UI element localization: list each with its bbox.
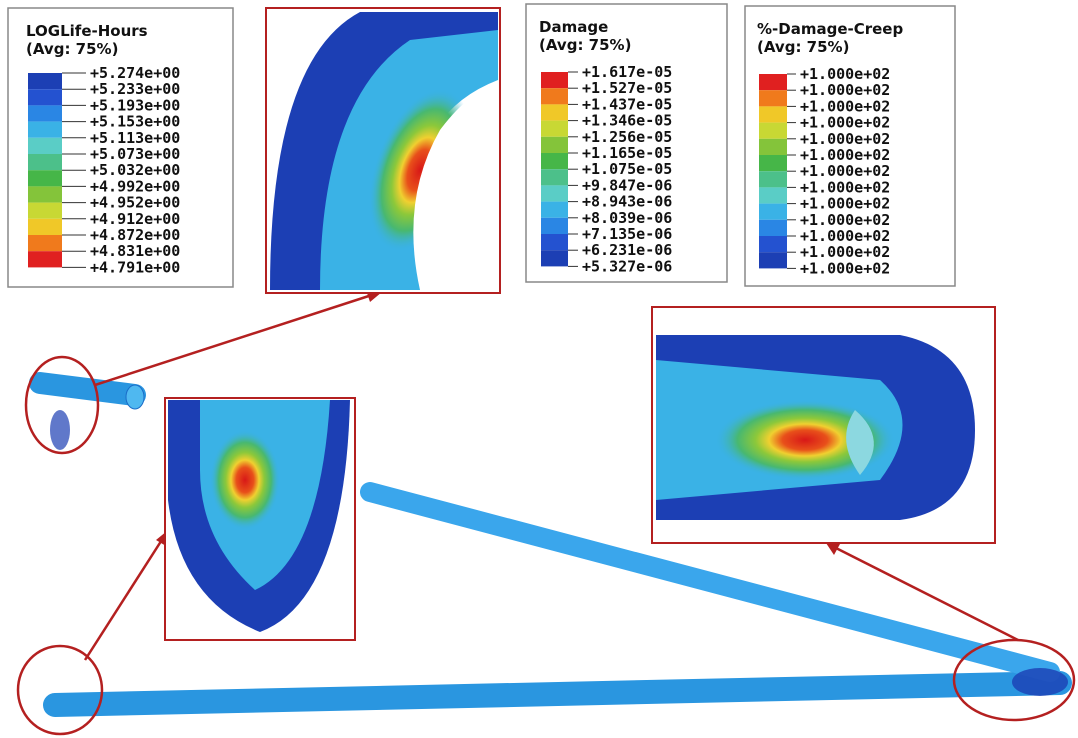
color-swatch <box>759 171 787 187</box>
legend-title: Damage <box>539 18 608 36</box>
figure: LOGLife-Hours(Avg: 75%)+5.274e+00+5.233e… <box>0 0 1078 738</box>
color-swatch <box>759 106 787 122</box>
color-swatch <box>759 187 787 203</box>
legend-subtitle: (Avg: 75%) <box>539 36 631 54</box>
legend: LOGLife-Hours(Avg: 75%)+5.274e+00+5.233e… <box>8 8 233 287</box>
color-swatch <box>541 202 568 218</box>
color-swatch <box>28 251 62 267</box>
color-swatch <box>541 250 568 266</box>
zoom-inset-bend <box>165 398 355 640</box>
color-swatch <box>541 234 568 250</box>
color-swatch <box>759 252 787 268</box>
color-swatch <box>28 122 62 138</box>
zoom-inset-end <box>652 307 995 543</box>
color-swatch <box>541 137 568 153</box>
color-swatch <box>28 105 62 121</box>
color-swatch <box>28 154 62 170</box>
color-swatch <box>759 74 787 90</box>
color-swatch <box>28 73 62 89</box>
color-swatch <box>541 218 568 234</box>
color-swatch <box>28 170 62 186</box>
color-swatch <box>541 153 568 169</box>
zoom-inset-elbow <box>266 8 500 293</box>
color-swatch <box>759 220 787 236</box>
color-swatch <box>541 88 568 104</box>
color-swatch <box>28 89 62 105</box>
legend: Damage(Avg: 75%)+1.617e-05+1.527e-05+1.4… <box>526 4 727 282</box>
legend: %-Damage-Creep(Avg: 75%)+1.000e+02+1.000… <box>745 6 955 286</box>
legend-label: +1.000e+02 <box>800 259 890 277</box>
color-swatch <box>28 186 62 202</box>
legend-label: +4.791e+00 <box>90 258 180 276</box>
color-swatch <box>759 90 787 106</box>
color-swatch <box>541 121 568 137</box>
legend-label: +5.327e-06 <box>582 257 672 275</box>
color-swatch <box>759 139 787 155</box>
color-swatch <box>541 104 568 120</box>
legend-subtitle: (Avg: 75%) <box>757 38 849 56</box>
color-swatch <box>28 235 62 251</box>
color-swatch <box>28 203 62 219</box>
color-swatch <box>541 185 568 201</box>
color-swatch <box>759 123 787 139</box>
color-swatch <box>28 138 62 154</box>
color-swatch <box>28 219 62 235</box>
legend-subtitle: (Avg: 75%) <box>26 40 118 58</box>
legend-title: LOGLife-Hours <box>26 22 148 40</box>
color-swatch <box>541 72 568 88</box>
color-swatch <box>759 204 787 220</box>
color-swatch <box>541 169 568 185</box>
color-swatch <box>759 236 787 252</box>
color-swatch <box>759 155 787 171</box>
legend-title: %-Damage-Creep <box>757 20 903 38</box>
